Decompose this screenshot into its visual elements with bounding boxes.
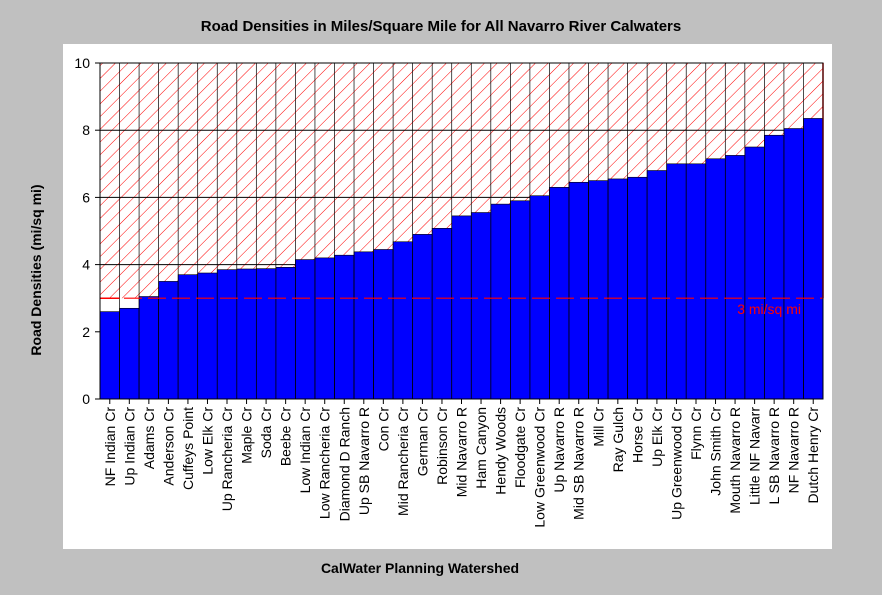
x-tick-label: Mid Rancheria Cr: [395, 407, 411, 516]
x-tick-label: Diamond D Ranch: [336, 407, 352, 521]
bar: [470, 212, 492, 400]
bar: [510, 200, 531, 400]
bar: [764, 134, 785, 400]
bar: [627, 176, 648, 400]
bar: [803, 118, 824, 400]
bar: [216, 269, 238, 400]
x-tick-label: Robinson Cr: [434, 407, 450, 485]
bar: [529, 195, 550, 400]
bar: [431, 228, 453, 400]
bar: [119, 307, 140, 400]
x-tick-label: Mid SB Navarro R: [571, 407, 587, 520]
bar: [353, 251, 374, 400]
x-tick-label: Up Rancheria Cr: [219, 407, 235, 512]
chart-title: Road Densities in Miles/Square Mile for …: [200, 18, 682, 35]
x-tick-label: Ray Gulch: [610, 407, 626, 472]
x-tick-label: Mill Cr: [590, 407, 606, 447]
bar: [646, 170, 667, 400]
bar: [392, 241, 413, 400]
x-tick-label: Hendy Woods: [493, 407, 509, 495]
bar: [412, 234, 433, 400]
bar: [314, 257, 335, 400]
x-tick-label: Up Elk Cr: [649, 407, 665, 467]
x-tick-label: Low Greenwood Cr: [532, 407, 548, 528]
bar: [607, 178, 628, 400]
x-tick-label: German Cr: [414, 407, 430, 477]
bar: [197, 272, 218, 400]
bar: [724, 155, 746, 400]
x-tick-label: Mid Navarro R: [454, 407, 470, 497]
x-tick-label: Low Indian Cr: [297, 407, 313, 494]
x-tick-label: Soda Cr: [258, 407, 274, 459]
bar: [275, 266, 296, 400]
bar: [705, 158, 726, 400]
x-tick-label: Beebe Cr: [278, 407, 294, 466]
threshold-label: 3 mi/sq mi: [737, 301, 801, 317]
y-tick-label: 4: [82, 257, 90, 273]
bar: [685, 163, 707, 400]
x-tick-label: Up Greenwood Cr: [668, 407, 684, 520]
bar: [138, 296, 159, 400]
x-tick-label: Ham Canyon: [473, 407, 489, 489]
y-tick-label: 10: [74, 55, 90, 71]
x-tick-label: Adams Cr: [141, 407, 157, 470]
x-tick-label: Cuffeys Point: [180, 407, 196, 490]
bar: [256, 268, 277, 400]
x-tick-label: Up Indian Cr: [121, 407, 137, 486]
x-tick-label: Floodgate Cr: [512, 407, 528, 488]
bar: [373, 249, 394, 400]
bar: [783, 128, 804, 400]
bar: [158, 281, 179, 400]
y-tick-label: 0: [82, 391, 90, 407]
bar: [588, 180, 609, 400]
x-tick-label: Mouth Navarro R: [727, 407, 743, 514]
x-tick-label: John Smith Cr: [708, 407, 724, 496]
bar: [568, 181, 589, 400]
x-tick-label: Low Elk Cr: [199, 407, 215, 475]
x-tick-label: Anderson Cr: [160, 407, 176, 486]
y-tick-label: 2: [82, 324, 90, 340]
bar: [236, 268, 257, 400]
x-tick-label: Con Cr: [375, 407, 391, 452]
x-tick-label: Little NF Navarr: [747, 407, 763, 505]
bar: [99, 311, 120, 400]
plot-area: 0 2 4 6 8 10 3 mi/sq mi NF Indian Cr Up Indian C…: [74, 55, 824, 528]
bar: [666, 163, 687, 400]
bar: [549, 187, 570, 400]
x-tick-label: Low Rancheria Cr: [317, 407, 333, 519]
x-axis-label: CalWater Planning Watershed: [320, 560, 520, 576]
x-tick-label: Up Navarro R: [551, 407, 567, 493]
bar: [334, 254, 355, 400]
bar: [490, 203, 511, 400]
y-tick-label: 8: [82, 122, 90, 138]
x-tick-label: Up SB Navarro R: [356, 407, 372, 515]
x-tick-label: NF Navarro R: [786, 407, 802, 493]
x-tick-label: NF Indian Cr: [102, 407, 118, 487]
bar: [451, 215, 472, 400]
bar: [295, 259, 316, 400]
x-tick-label: L SB Navarro R: [766, 407, 782, 505]
x-tick-label: Flynn Cr: [688, 407, 704, 460]
y-tick-label: 6: [82, 189, 90, 205]
bar: [177, 274, 199, 400]
x-tick-label: Dutch Henry Cr: [805, 407, 821, 504]
bar: [744, 146, 765, 400]
x-tick-label: Maple Cr: [239, 407, 255, 464]
x-tick-label: Horse Cr: [629, 407, 645, 463]
